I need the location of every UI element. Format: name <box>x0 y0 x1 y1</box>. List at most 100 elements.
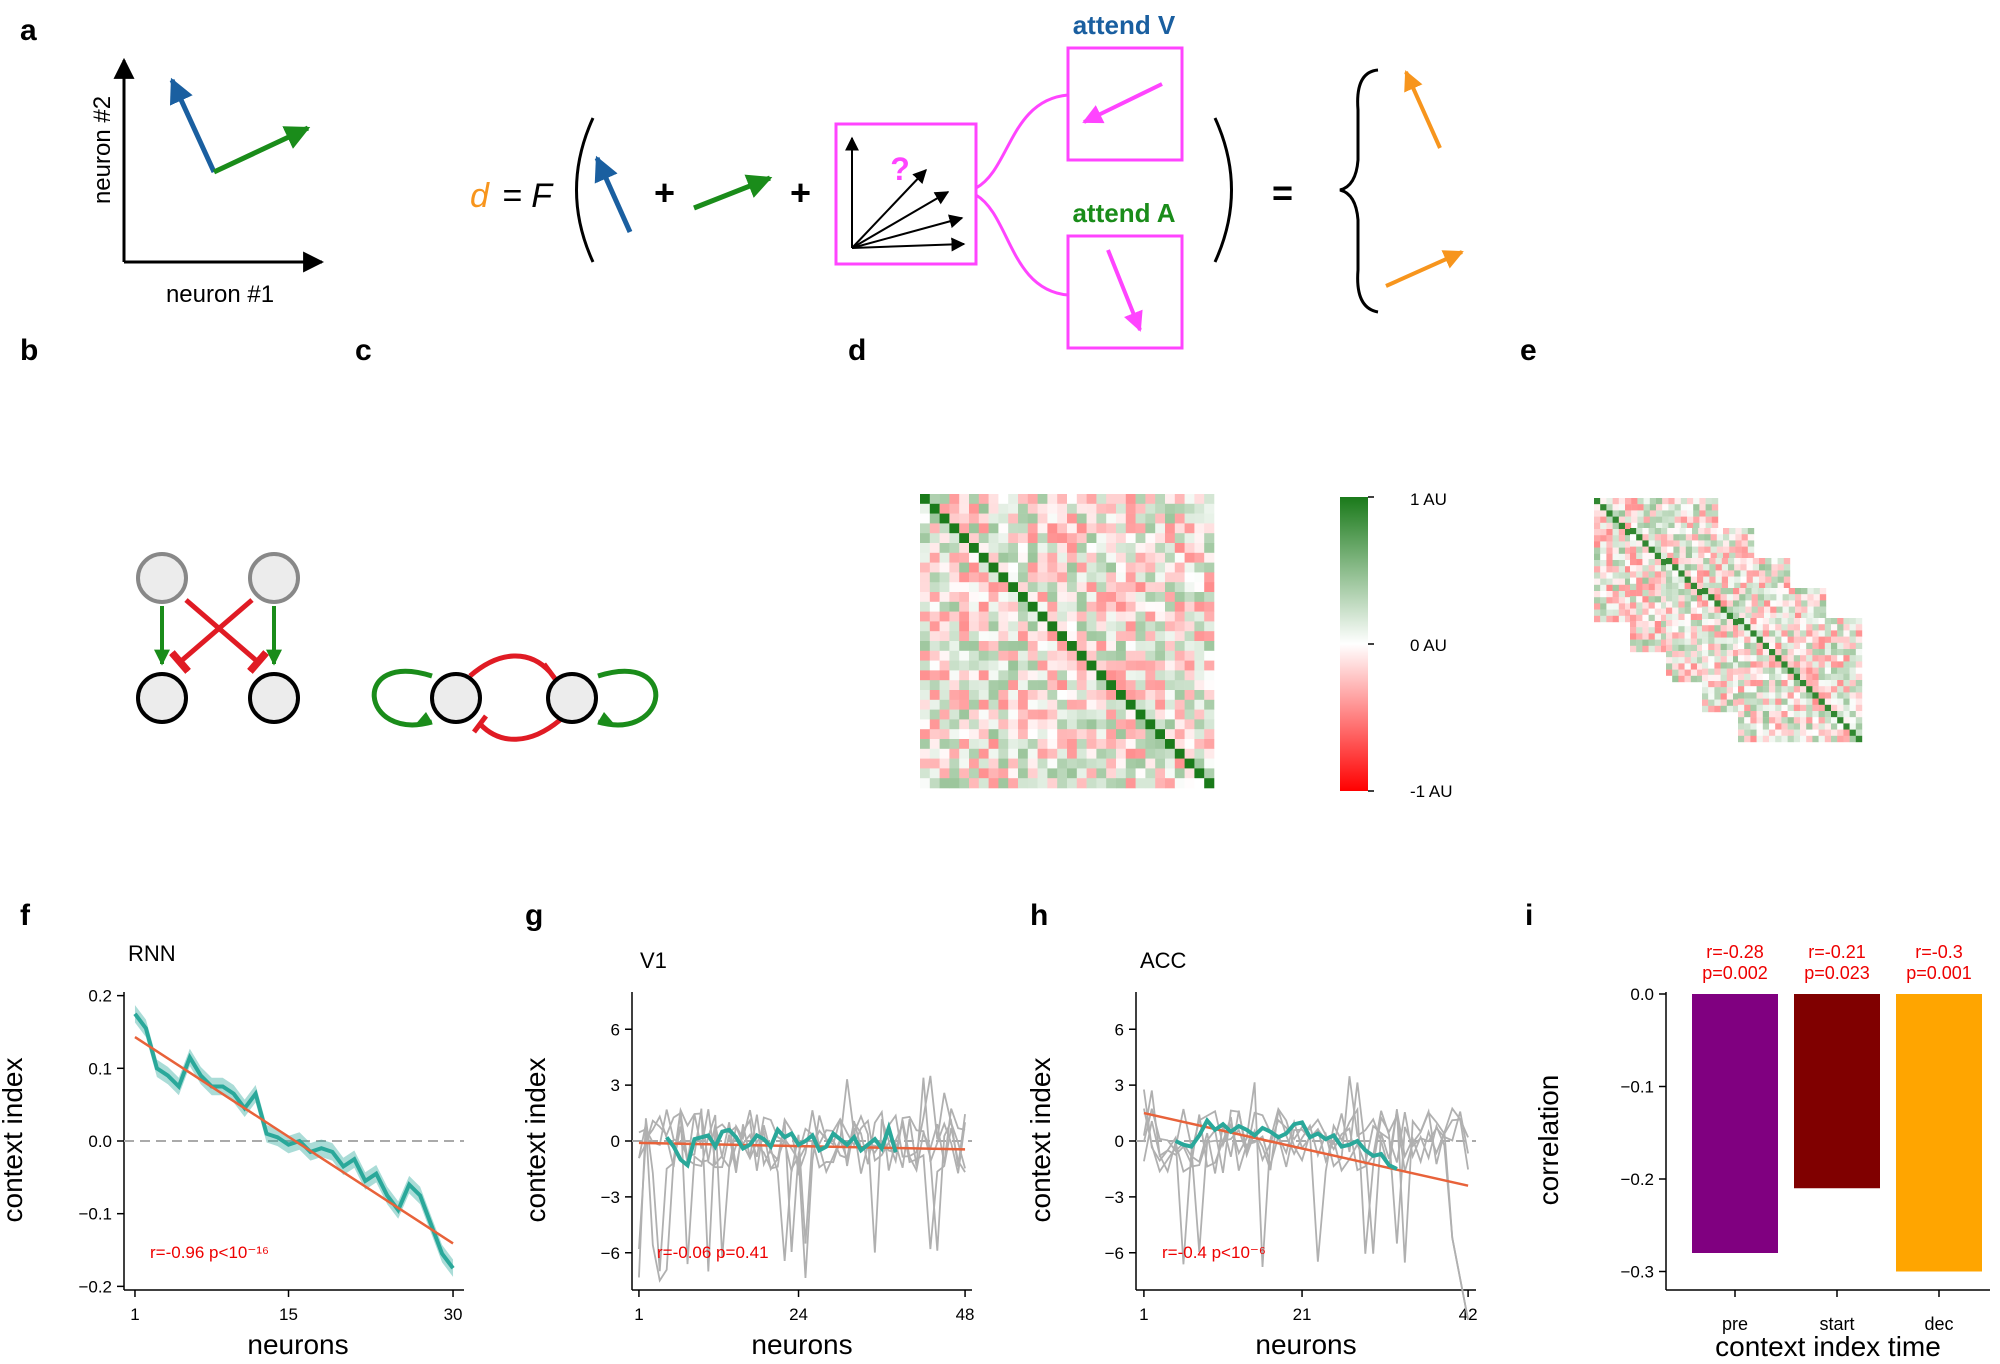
heatmap-cell <box>998 768 1009 779</box>
heatmap-cell <box>1008 631 1019 642</box>
matrix-cell <box>1667 546 1674 553</box>
bar-dec <box>1896 994 1982 1272</box>
matrix-cell <box>1745 594 1752 601</box>
matrix-cell <box>1642 565 1649 572</box>
matrix-cell <box>1630 614 1637 622</box>
matrix-cell <box>1787 686 1794 693</box>
matrix-cell <box>1721 564 1729 571</box>
matrix-cell <box>1759 564 1766 571</box>
heatmap-cell <box>998 562 1009 573</box>
matrix-cell <box>1720 693 1727 700</box>
heatmap-cell <box>1008 748 1019 759</box>
matrix-cell <box>1849 717 1856 724</box>
output-orange-arrow-a <box>1385 250 1464 288</box>
heatmap-cell <box>988 621 999 632</box>
heatmap-cell <box>1125 719 1136 730</box>
matrix-cell <box>1746 558 1753 565</box>
heatmap-cell <box>1057 494 1068 505</box>
heatmap-cell <box>959 650 970 661</box>
matrix-cell <box>1813 594 1820 601</box>
matrix-cell <box>1738 723 1745 730</box>
matrix-cell <box>1672 644 1679 652</box>
matrix-cell <box>1800 673 1807 681</box>
matrix-cell <box>1855 686 1863 693</box>
heatmap-cell <box>1047 670 1058 681</box>
matrix-cell <box>1849 711 1856 718</box>
matrix-cell <box>1759 558 1766 565</box>
matrix-cell <box>1642 552 1649 560</box>
matrix-cell <box>1636 571 1643 578</box>
heatmap-cell <box>1008 611 1019 622</box>
y-tick-label: 6 <box>1115 1020 1124 1039</box>
heatmap-cell <box>1125 699 1136 710</box>
heatmap-cell <box>969 621 980 632</box>
matrix-cell <box>1744 704 1751 712</box>
matrix-cell <box>1744 735 1751 743</box>
heatmap-cell <box>1116 641 1127 652</box>
heatmap-cell <box>1145 543 1156 554</box>
heatmap-cell <box>1047 533 1058 544</box>
matrix-cell <box>1793 680 1801 687</box>
heatmap-cell <box>978 748 989 759</box>
x-tick-label: 15 <box>279 1305 298 1324</box>
heatmap-cell <box>1125 631 1136 642</box>
matrix-cell <box>1684 638 1691 645</box>
heatmap-cell <box>929 641 940 652</box>
matrix-cell <box>1738 680 1745 687</box>
x-tick-label: 42 <box>1459 1305 1478 1324</box>
matrix-cell <box>1672 570 1679 577</box>
matrix-cell <box>1625 535 1632 542</box>
heatmap-cell <box>978 503 989 514</box>
matrix-cell <box>1684 613 1691 621</box>
matrix-cell <box>1697 582 1704 590</box>
matrix-cell <box>1684 632 1691 639</box>
heatmap-cell <box>939 660 950 671</box>
heatmap-cell <box>1037 631 1048 642</box>
matrix-cell <box>1702 637 1709 644</box>
y-tick-label: −0.1 <box>1620 1078 1654 1097</box>
heatmap-cell <box>988 494 999 505</box>
matrix-cell <box>1625 504 1632 511</box>
matrix-cell <box>1612 522 1619 530</box>
matrix-cell <box>1775 692 1782 699</box>
matrix-cell <box>1698 540 1705 547</box>
matrix-cell <box>1775 735 1782 743</box>
matrix-cell <box>1793 661 1801 668</box>
matrix-cell <box>1739 606 1746 613</box>
heatmap-cell <box>1165 778 1176 789</box>
matrix-cell <box>1795 588 1802 595</box>
matrix-cell <box>1654 602 1662 609</box>
matrix-cell <box>1637 522 1644 530</box>
matrix-cell <box>1708 637 1715 644</box>
matrix-cell <box>1702 705 1709 713</box>
heatmap-cell <box>1057 739 1068 750</box>
heatmap-cell <box>1184 758 1195 769</box>
heatmap-cell <box>978 670 989 681</box>
heatmap-cell <box>998 494 1009 505</box>
matrix-cell <box>1648 546 1655 553</box>
heatmap-cell <box>1106 513 1117 524</box>
matrix-cell <box>1723 534 1730 541</box>
matrix-cell <box>1708 693 1715 700</box>
heatmap-cell <box>959 592 970 603</box>
heatmap-cell <box>1008 699 1019 710</box>
heatmap-cell <box>1057 552 1068 563</box>
matrix-cell <box>1744 630 1751 637</box>
matrix-cell <box>1690 607 1698 614</box>
matrix-cell <box>1787 649 1794 656</box>
heatmap-cell <box>1145 631 1156 642</box>
matrix-cell <box>1843 624 1850 631</box>
heatmap-cell <box>998 513 1009 524</box>
eq-blue-arrow <box>594 155 633 234</box>
matrix-cell <box>1787 667 1794 674</box>
matrix-cell <box>1837 618 1844 625</box>
heatmap-cell <box>969 611 980 622</box>
matrix-cell <box>1697 595 1704 602</box>
heatmap-cell <box>1135 680 1146 691</box>
matrix-cell <box>1781 723 1788 730</box>
heatmap-cell <box>920 494 931 505</box>
matrix-cell <box>1618 603 1626 610</box>
heatmap-cell <box>969 670 980 681</box>
matrix-cell <box>1661 633 1668 640</box>
heatmap-cell <box>1184 533 1195 544</box>
